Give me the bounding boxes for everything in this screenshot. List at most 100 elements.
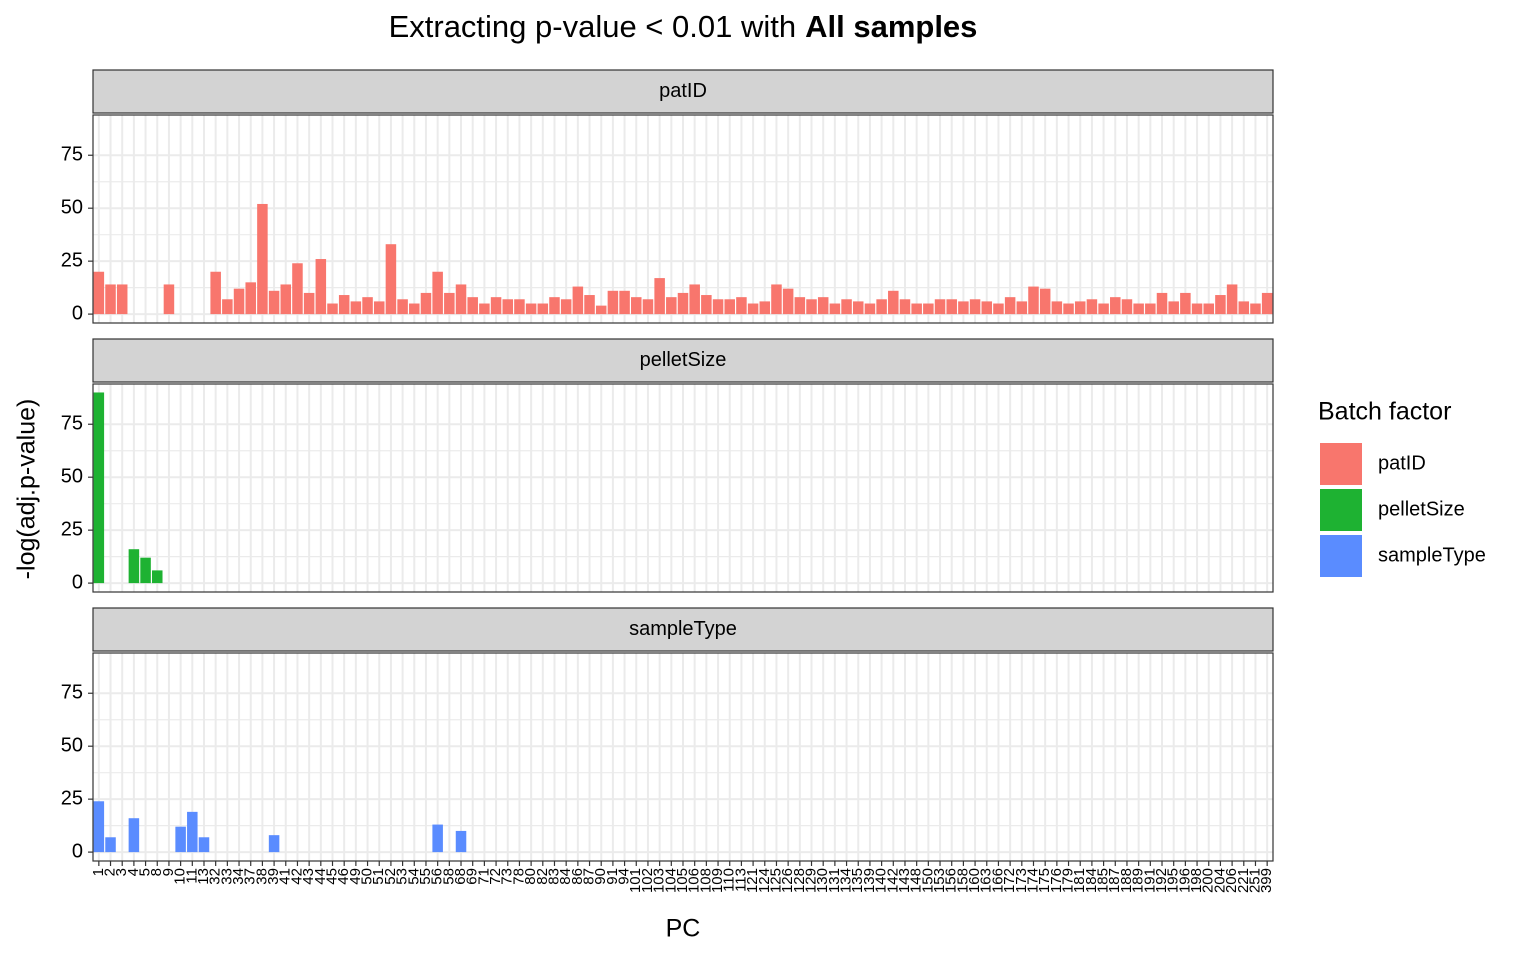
bar: [899, 299, 911, 315]
bar: [1226, 284, 1238, 315]
bar: [794, 297, 806, 315]
x-tick-label: 45: [323, 868, 340, 885]
bar: [490, 297, 502, 315]
x-tick-label: 42: [288, 868, 305, 885]
x-tick-label: 90: [592, 868, 609, 885]
bar: [958, 301, 969, 315]
strip-label: sampleType: [629, 618, 737, 640]
bar: [444, 292, 455, 315]
x-tick-label: 131: [826, 868, 843, 893]
bar: [93, 392, 105, 584]
x-tick-label: 134: [838, 868, 855, 893]
x-tick-label: 181: [1071, 868, 1088, 893]
bar: [1086, 299, 1098, 315]
x-tick-label: 2: [101, 868, 118, 876]
bar: [981, 301, 993, 315]
bar: [455, 284, 467, 315]
bar: [747, 303, 759, 315]
chart-title: Extracting p-value < 0.01 with All sample…: [389, 9, 978, 44]
bar: [1145, 303, 1156, 315]
x-tick-label: 86: [569, 868, 586, 885]
bar: [724, 299, 735, 315]
bar: [315, 259, 327, 315]
bar: [560, 299, 572, 315]
bar: [619, 290, 630, 315]
bar: [397, 299, 408, 315]
bar: [829, 303, 841, 315]
bar: [841, 299, 852, 315]
x-tick-label: 94: [616, 868, 633, 885]
bar: [1016, 301, 1028, 315]
legend-label: patID: [1378, 452, 1426, 474]
x-tick-label: 68: [452, 868, 469, 885]
bar: [187, 811, 198, 853]
bar: [736, 297, 747, 315]
bar: [303, 292, 315, 315]
bar: [666, 297, 677, 315]
bar: [93, 271, 105, 315]
bar: [1250, 303, 1261, 315]
bar: [607, 290, 619, 315]
bar: [1238, 301, 1250, 315]
x-tick-label: 91: [604, 868, 621, 885]
bar: [455, 830, 467, 853]
y-tick-label: 25: [61, 249, 83, 271]
x-tick-label: 126: [779, 868, 796, 893]
bar: [1051, 301, 1063, 315]
x-tick-label: 32: [207, 868, 224, 885]
bar: [467, 297, 478, 315]
y-tick-label: 50: [61, 734, 83, 756]
bar: [934, 299, 946, 315]
bar: [502, 299, 514, 315]
bar: [128, 818, 140, 853]
bar: [1168, 301, 1179, 315]
bar: [654, 278, 665, 315]
x-tick-label: 172: [1001, 868, 1018, 893]
legend-key: [1320, 443, 1362, 485]
bar: [911, 303, 922, 315]
bar: [105, 837, 116, 853]
x-tick-label: 158: [954, 868, 971, 893]
x-tick-label: 84: [557, 868, 574, 885]
bar: [946, 299, 957, 315]
bar: [771, 284, 782, 315]
bar: [806, 299, 817, 315]
y-tick-label: 25: [61, 787, 83, 809]
x-tick-label: 150: [919, 868, 936, 893]
x-tick-label: 139: [861, 868, 878, 893]
x-tick-label: 142: [884, 868, 901, 893]
bar: [222, 299, 233, 315]
x-tick-label: 160: [966, 868, 983, 893]
bar: [1039, 288, 1051, 315]
x-tick-label: 163: [978, 868, 995, 893]
x-tick-label: 153: [931, 868, 948, 893]
x-tick-label: 34: [230, 868, 247, 885]
x-tick-label: 55: [417, 868, 434, 885]
bar: [1028, 286, 1039, 315]
legend-key: [1320, 489, 1362, 531]
x-tick-label: 135: [849, 868, 866, 893]
strip-label: pelletSize: [640, 349, 727, 371]
y-tick-label: 0: [72, 840, 83, 862]
x-tick-label: 54: [405, 868, 422, 885]
x-tick-label: 8: [148, 868, 165, 876]
x-tick-label: 195: [1165, 868, 1182, 893]
x-tick-label: 196: [1176, 868, 1193, 893]
x-tick-label: 83: [545, 868, 562, 885]
y-tick-label: 75: [61, 144, 83, 166]
x-tick-label: 156: [943, 868, 960, 893]
x-tick-label: 101: [627, 868, 644, 893]
x-tick-label: 46: [335, 868, 352, 885]
bar: [93, 801, 105, 853]
x-tick-label: 11: [183, 868, 200, 884]
legend-label: pelletSize: [1378, 498, 1465, 520]
bar: [245, 282, 256, 315]
bar: [595, 305, 607, 315]
x-tick-label: 58: [440, 868, 457, 885]
bar: [993, 303, 1004, 315]
x-tick-label: 52: [382, 868, 399, 885]
x-tick-label: 206: [1223, 868, 1240, 893]
x-tick-label: 251: [1246, 868, 1263, 893]
bar: [280, 284, 292, 315]
